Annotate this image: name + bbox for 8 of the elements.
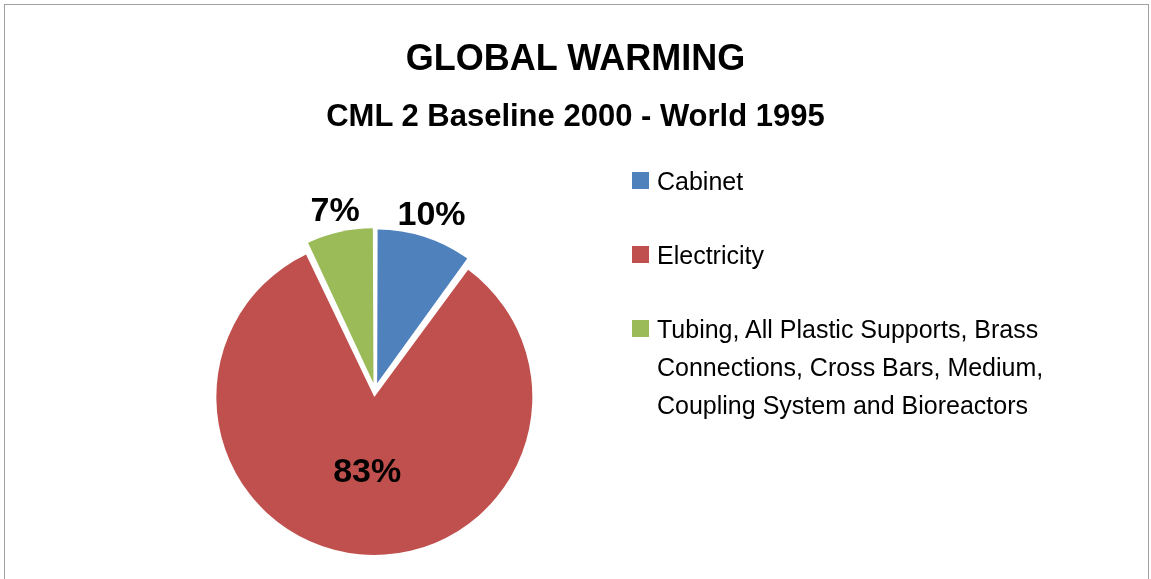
chart-subtitle: CML 2 Baseline 2000 - World 1995	[325, 97, 826, 135]
data-label: 83%	[333, 451, 402, 490]
legend-label: Tubing, All Plastic Supports, Brass Connections, Cross Bars, Medium, Coupling System and Bioreactors	[657, 314, 1045, 421]
data-label: 10%	[397, 194, 466, 233]
legend-label: Cabinet	[657, 166, 744, 197]
legend-label: Electricity	[657, 240, 764, 271]
chart-title: GLOBAL WARMING	[404, 36, 747, 80]
data-label: 7%	[310, 189, 360, 228]
